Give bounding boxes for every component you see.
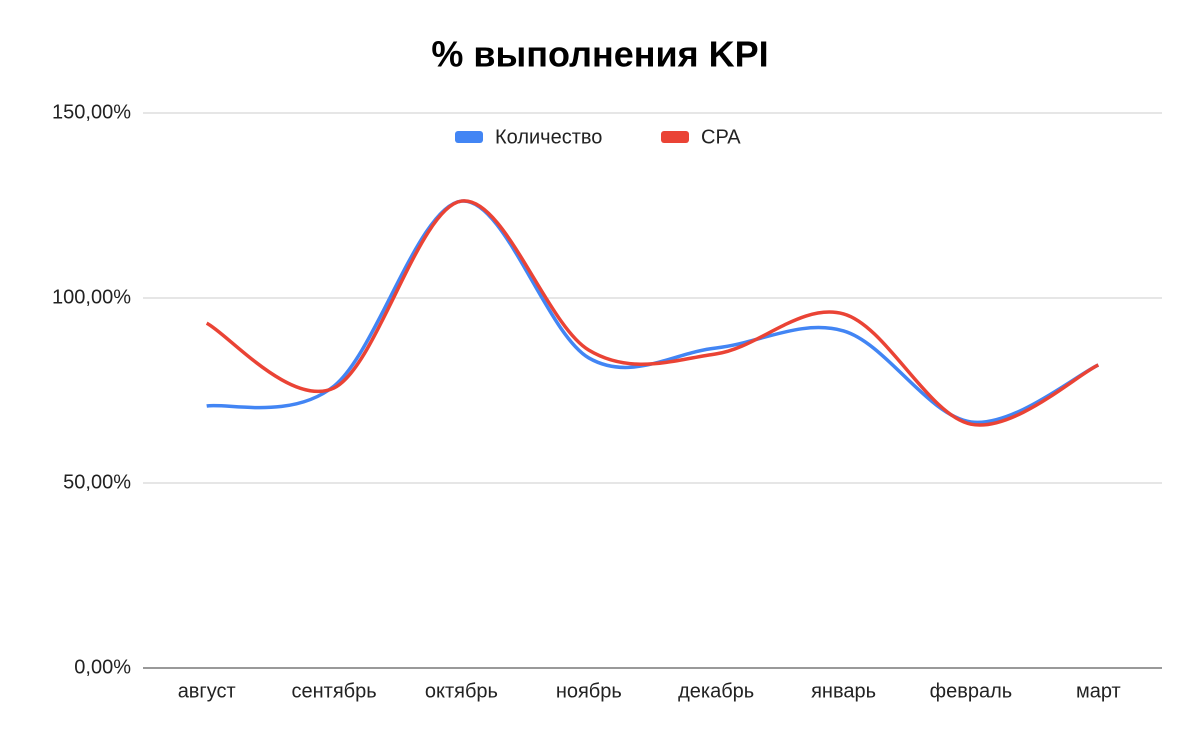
x-tick-label: март	[1076, 680, 1121, 702]
y-tick-label: 100,00%	[52, 286, 131, 308]
y-tick-label: 50,00%	[63, 471, 131, 493]
series-line	[205, 199, 1100, 427]
x-tick-label: август	[178, 680, 236, 702]
x-tick-label: октябрь	[425, 680, 498, 702]
x-tick-label: январь	[811, 680, 876, 702]
y-tick-label: 150,00%	[52, 101, 131, 123]
x-tick-label: ноябрь	[556, 680, 622, 702]
legend-label: Количество	[495, 126, 602, 148]
legend-label: CPA	[701, 126, 741, 148]
chart-title: % выполнения KPI	[431, 34, 768, 75]
y-tick-label: 0,00%	[74, 656, 131, 678]
x-tick-label: декабрь	[678, 680, 754, 702]
x-tick-label: сентябрь	[291, 680, 376, 702]
legend-marker	[455, 131, 483, 143]
legend-marker	[661, 131, 689, 143]
x-tick-label: февраль	[930, 680, 1013, 702]
